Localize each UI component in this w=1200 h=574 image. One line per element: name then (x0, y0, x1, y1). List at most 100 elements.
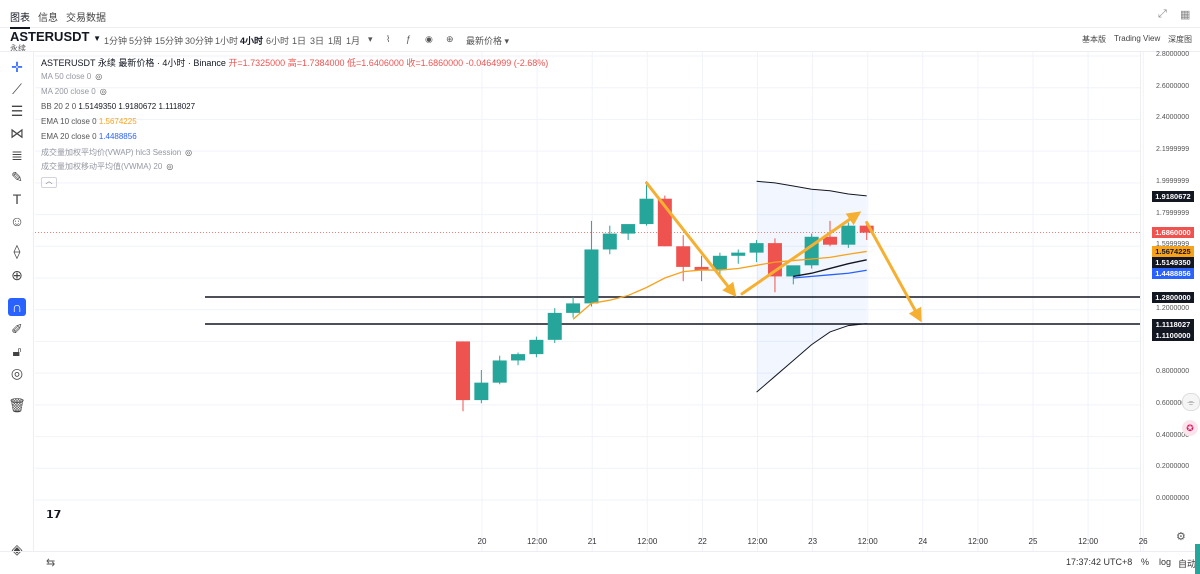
text-icon[interactable]: T (12, 191, 22, 207)
price-axis[interactable] (1140, 52, 1200, 551)
zoom-in-icon[interactable]: ⊕ (11, 267, 23, 283)
trend-arrow-head (845, 211, 862, 226)
collapse-icon[interactable]: ⤢ (1158, 8, 1167, 20)
scroll-handle-icon[interactable]: ⌯ (1182, 393, 1200, 411)
timeframe-1w[interactable]: 1周 (328, 36, 343, 46)
indicator-vwap[interactable]: 成交量加权平均价(VWAP) hlc3 Session ◎ (41, 147, 192, 158)
lock-icon[interactable]: 🔓︎ (12, 343, 22, 359)
timeframe-1h[interactable]: 1小时 (215, 36, 239, 46)
grid-icon[interactable]: ▦ (1180, 9, 1191, 21)
log-toggle[interactable]: log (1159, 557, 1172, 567)
legend-high: 高=1.7384000 (287, 58, 345, 68)
symbol-selector[interactable]: ASTERUSDT ▼ (10, 29, 101, 44)
view-tradingview[interactable]: Trading View (1114, 34, 1161, 43)
eye-off-icon[interactable]: ◎ (166, 162, 174, 171)
price-tick-label: 2.1999999 (1156, 146, 1190, 154)
ruler-icon[interactable]: ⟠ (13, 243, 21, 259)
drawing-toolbar: ✛ ⟋ ☰ ⋈ ≣ ✎ T ☺ ⟠ ⊕ ∩ ✐ 🔓︎ ◎ 🗑︎ ◈ (0, 52, 34, 557)
price-tick-label: 0.0000000 (1156, 495, 1190, 502)
timeframe-30m[interactable]: 30分钟 (185, 36, 214, 46)
brush-icon[interactable]: ✎ (11, 169, 23, 185)
percent-toggle[interactable]: % (1141, 557, 1150, 567)
add-icon[interactable]: ⊕ (446, 34, 454, 44)
price-type-select[interactable]: 最新价格 ▾ (466, 36, 510, 46)
timeframe-3d[interactable]: 3日 (310, 36, 325, 46)
clock-time: 17:37:42 UTC+8 (1066, 557, 1133, 567)
tab-info[interactable]: 信息 (38, 13, 58, 24)
timeframe-15m[interactable]: 15分钟 (155, 36, 184, 46)
goto-date-icon[interactable]: ⇆ (46, 557, 56, 569)
time-tick-label: 20 (477, 537, 487, 546)
horizontal-lines-icon[interactable]: ☰ (10, 103, 24, 119)
trend-arrow-head (722, 281, 737, 298)
candle-up (529, 339, 544, 355)
bollinger-band-fill (756, 181, 867, 393)
chart-toolbar: 1分钟 5分钟 15分钟 30分钟 1小时 4小时 6小时 1日 3日 1周 1… (0, 28, 1200, 52)
time-tick-label: 26 (1138, 537, 1148, 546)
indicator-value: 1.5149350 1.9180672 1.1118027 (78, 102, 196, 111)
lock-drawing-icon[interactable]: ✐ (11, 321, 23, 337)
auto-toggle[interactable]: 自动 (1178, 559, 1197, 569)
chart-area[interactable] (35, 52, 1150, 551)
indicator-label: 成交量加权平均价(VWAP) hlc3 Session (41, 148, 182, 157)
candle-up (511, 354, 526, 361)
settings-icon[interactable]: ⚙ (1176, 531, 1186, 543)
indicator-label: EMA 20 close 0 (41, 132, 97, 141)
more-intervals-icon[interactable]: ▾ (368, 34, 373, 44)
timeframe-1m[interactable]: 1分钟 (104, 36, 128, 46)
collapse-legend-icon[interactable]: ︿ (41, 177, 57, 188)
price-tick-label: 2.4000000 (1156, 114, 1190, 122)
bollinger-basis-line (793, 259, 867, 278)
legend-title: ASTERUSDT 永续 最新价格 · 4小时 · Binance (41, 58, 226, 68)
candle-up (602, 233, 617, 250)
fib-icon[interactable]: ≣ (11, 147, 23, 163)
time-tick-label: 12:00 (1078, 537, 1099, 546)
timeframe-1d[interactable]: 1日 (292, 36, 307, 46)
indicator-ema20[interactable]: EMA 20 close 0 1.4488856 (41, 132, 137, 141)
bollinger-upper-line (756, 180, 867, 197)
eye-icon[interactable]: ◎ (10, 365, 24, 381)
price-tick-label: 0.8000000 (1156, 368, 1190, 376)
timeframe-6h[interactable]: 6小时 (266, 36, 290, 46)
indicators-icon[interactable]: ƒ (406, 34, 412, 44)
indicator-ema10[interactable]: EMA 10 close 0 1.5674225 (41, 117, 137, 126)
candle-up (547, 312, 562, 340)
indicator-ma200[interactable]: MA 200 close 0 ◎ (41, 87, 107, 96)
assistant-icon[interactable]: ✪ (1182, 420, 1198, 436)
crosshair-icon[interactable]: ✛ (11, 59, 23, 75)
eye-off-icon[interactable]: ◎ (185, 148, 193, 157)
eye-off-icon[interactable]: ◎ (99, 87, 107, 96)
chart-style-icon[interactable]: ⌇ (386, 34, 391, 44)
indicator-value: 1.5674225 (98, 117, 137, 126)
candle-up (786, 265, 801, 277)
bollinger-lower-line (756, 323, 867, 393)
indicator-ma50[interactable]: MA 50 close 0 ◎ (41, 72, 102, 81)
pattern-icon[interactable]: ⋈ (10, 125, 24, 141)
green-edge-marker (1195, 544, 1200, 574)
trend-arrow-head (908, 306, 922, 323)
trash-icon[interactable]: 🗑︎ (8, 397, 26, 413)
price-chart[interactable] (35, 52, 1150, 551)
time-tick-label: 23 (808, 537, 818, 546)
layers-icon[interactable]: ◈ (11, 541, 23, 557)
magnet-icon[interactable]: ∩ (8, 298, 26, 316)
candle-up (621, 224, 636, 234)
indicator-bb[interactable]: BB 20 2 0 1.5149350 1.9180672 1.1118027 (41, 102, 195, 111)
ema10-line (572, 250, 867, 320)
view-basic[interactable]: 基本版 (1082, 35, 1106, 44)
candle-up (841, 225, 856, 245)
indicator-value: 1.4488856 (98, 132, 137, 141)
top-navigation: 图表 信息 交易数据 ⤢ ▦ (0, 0, 1200, 29)
tab-trading-data[interactable]: 交易数据 (66, 13, 106, 24)
candle-up (639, 198, 654, 225)
camera-icon[interactable]: ◉ (425, 34, 433, 44)
view-depth[interactable]: 深度图 (1168, 35, 1192, 44)
eye-off-icon[interactable]: ◎ (95, 72, 103, 81)
indicator-vwma[interactable]: 成交量加权移动平均值(VWMA) 20 ◎ (41, 161, 173, 172)
timeframe-5m[interactable]: 5分钟 (129, 36, 153, 46)
tab-chart[interactable]: 图表 (10, 9, 30, 29)
timeframe-1mo[interactable]: 1月 (346, 36, 361, 46)
emoji-icon[interactable]: ☺ (9, 213, 25, 229)
trend-line-icon[interactable]: ⟋ (12, 81, 22, 97)
timeframe-4h[interactable]: 4小时 (240, 36, 264, 46)
